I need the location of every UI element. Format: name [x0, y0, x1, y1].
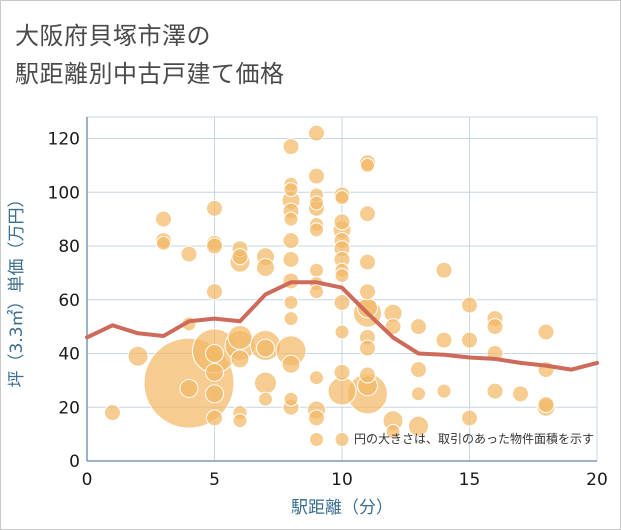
- y-tick-label: 0: [69, 452, 80, 472]
- x-tick-label: 10: [331, 470, 353, 490]
- data-point: [411, 386, 426, 402]
- data-point: [206, 409, 223, 427]
- data-point: [333, 293, 351, 311]
- data-point: [309, 262, 324, 278]
- data-point: [359, 205, 376, 223]
- y-tick-label: 40: [58, 345, 80, 365]
- data-point: [104, 404, 121, 422]
- data-point: [334, 324, 350, 340]
- data-point: [282, 232, 300, 250]
- data-point: [309, 284, 324, 300]
- data-point: [206, 199, 223, 217]
- data-point: [205, 344, 224, 363]
- data-point: [410, 361, 427, 379]
- data-point: [384, 318, 402, 336]
- data-point: [435, 331, 453, 349]
- data-point: [309, 370, 324, 386]
- data-point: [206, 237, 223, 255]
- data-point: [283, 294, 299, 310]
- data-point: [179, 378, 199, 398]
- data-point: [256, 258, 275, 277]
- bubbles: [104, 124, 556, 447]
- trend-line: [85, 280, 599, 372]
- tick-labels: 0 20 40 60 80 100 120 0 5 10 15 20: [48, 130, 608, 491]
- data-point: [327, 376, 357, 406]
- data-point: [206, 283, 223, 301]
- data-point: [283, 211, 299, 227]
- data-point: [283, 182, 299, 198]
- data-point: [461, 409, 478, 427]
- data-point: [334, 432, 350, 447]
- data-point: [205, 384, 224, 404]
- y-tick-label: 120: [48, 130, 80, 150]
- data-point: [308, 409, 325, 427]
- data-point: [155, 210, 172, 228]
- data-point: [486, 318, 504, 336]
- chart-title-line2: 駅距離別中古戸建て価格: [15, 60, 285, 88]
- chart-title-line1: 大阪府貝塚市澤の: [15, 22, 211, 50]
- data-point: [127, 345, 149, 367]
- data-point: [334, 268, 350, 284]
- y-tick-label: 80: [58, 237, 80, 257]
- data-point: [385, 423, 401, 439]
- data-point: [308, 167, 325, 185]
- data-point: [486, 382, 504, 400]
- data-point: [334, 190, 350, 206]
- data-point: [333, 213, 351, 231]
- data-point: [205, 362, 224, 382]
- data-point: [180, 245, 198, 263]
- data-point: [461, 296, 478, 314]
- y-tick-label: 100: [48, 183, 80, 203]
- y-tick-label: 60: [58, 291, 80, 311]
- data-point: [537, 323, 555, 341]
- data-point: [283, 391, 299, 407]
- data-point: [254, 371, 277, 395]
- data-point: [258, 391, 273, 407]
- data-point: [359, 253, 376, 271]
- bubble-size-note: 円の大きさは、取引のあった物件面積を示す: [354, 431, 594, 446]
- data-point: [410, 318, 427, 336]
- data-point: [408, 415, 429, 437]
- x-tick-label: 0: [82, 470, 93, 490]
- x-tick-label: 20: [586, 470, 608, 490]
- data-point: [512, 385, 529, 403]
- data-point: [360, 157, 375, 173]
- data-point: [333, 363, 351, 381]
- data-point: [309, 432, 324, 447]
- data-point: [537, 396, 555, 414]
- data-point: [230, 349, 250, 369]
- x-tick-label: 5: [209, 470, 220, 490]
- data-point: [156, 235, 171, 251]
- trend-line-group: [85, 280, 599, 372]
- data-point: [282, 250, 300, 268]
- data-point: [309, 222, 324, 238]
- data-point: [359, 283, 376, 301]
- data-point: [309, 195, 324, 211]
- data-point: [283, 311, 299, 327]
- data-point: [282, 138, 300, 156]
- data-point: [227, 324, 253, 350]
- y-tick-label: 20: [58, 398, 80, 418]
- data-point: [232, 413, 248, 429]
- x-axis-label: 駅距離（分）: [291, 498, 393, 518]
- data-point: [461, 331, 478, 349]
- data-point: [359, 366, 376, 384]
- data-point: [359, 339, 376, 357]
- data-point: [435, 261, 453, 279]
- x-tick-label: 15: [459, 470, 481, 490]
- data-point: [436, 383, 452, 399]
- data-point: [231, 248, 249, 266]
- y-axis-label: 坪（3.3㎡）単価（万円）: [7, 190, 27, 387]
- data-point: [281, 354, 301, 374]
- data-point: [308, 124, 325, 142]
- data-point: [256, 338, 275, 358]
